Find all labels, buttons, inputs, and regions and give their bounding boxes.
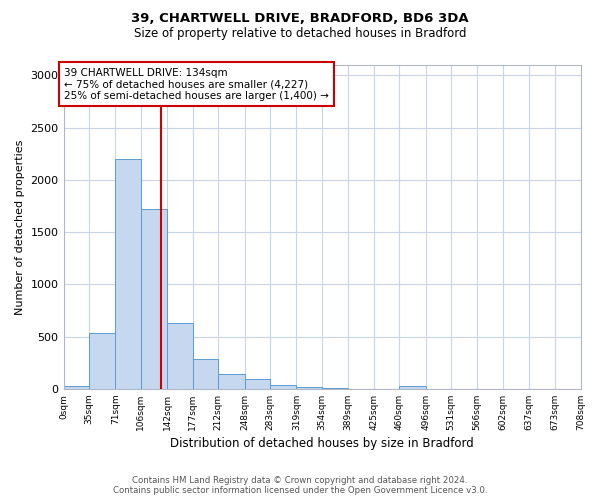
Bar <box>89 334 115 389</box>
Bar <box>64 386 89 389</box>
Bar <box>167 323 193 389</box>
Bar <box>115 159 141 389</box>
Text: Contains HM Land Registry data © Crown copyright and database right 2024.
Contai: Contains HM Land Registry data © Crown c… <box>113 476 487 495</box>
Text: 39 CHARTWELL DRIVE: 134sqm
← 75% of detached houses are smaller (4,227)
25% of s: 39 CHARTWELL DRIVE: 134sqm ← 75% of deta… <box>64 68 329 101</box>
Bar <box>245 380 270 389</box>
Bar <box>270 384 296 389</box>
X-axis label: Distribution of detached houses by size in Bradford: Distribution of detached houses by size … <box>170 437 474 450</box>
Text: Size of property relative to detached houses in Bradford: Size of property relative to detached ho… <box>134 28 466 40</box>
Text: 39, CHARTWELL DRIVE, BRADFORD, BD6 3DA: 39, CHARTWELL DRIVE, BRADFORD, BD6 3DA <box>131 12 469 26</box>
Bar <box>296 386 322 389</box>
Bar <box>400 386 426 389</box>
Y-axis label: Number of detached properties: Number of detached properties <box>15 139 25 314</box>
Bar <box>322 388 347 389</box>
Bar <box>218 374 245 389</box>
Bar <box>193 359 218 389</box>
Bar <box>141 209 167 389</box>
